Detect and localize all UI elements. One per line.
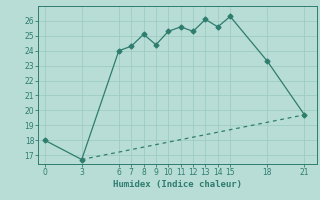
X-axis label: Humidex (Indice chaleur): Humidex (Indice chaleur) xyxy=(113,180,242,189)
